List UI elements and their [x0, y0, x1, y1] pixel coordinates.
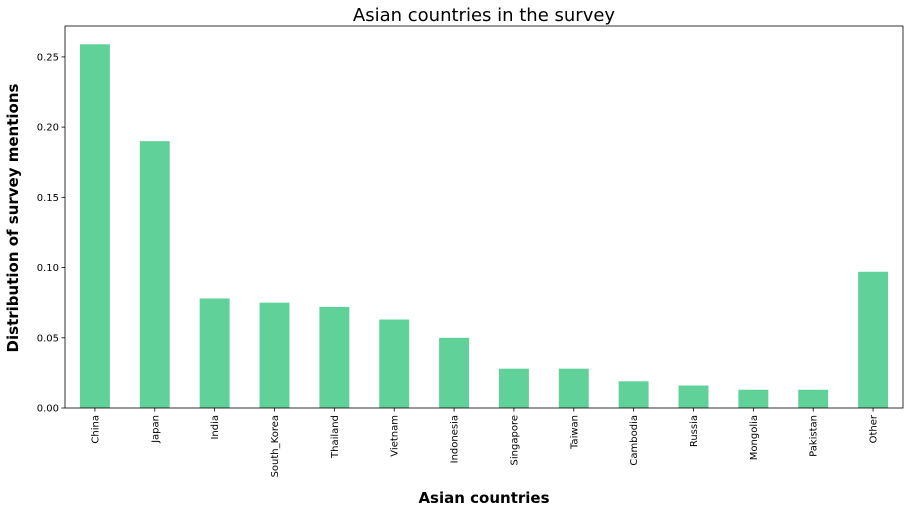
plot-frame — [64, 25, 904, 409]
bar-russia — [678, 385, 709, 408]
bar-pakistan — [798, 389, 829, 408]
y-axis: 0.00 0.05 0.10 0.15 0.20 0.25 — [37, 52, 65, 415]
bar-south-korea — [259, 302, 290, 408]
x-tick-label: China — [90, 415, 101, 444]
bar-singapore — [498, 368, 529, 408]
x-tick-label: Pakistan — [809, 415, 820, 457]
bar-india — [199, 298, 230, 408]
x-tick-label: Indonesia — [450, 415, 461, 463]
y-tick-label: 0.05 — [37, 333, 59, 344]
x-tick-label: Singapore — [509, 415, 520, 465]
bar-other — [858, 271, 889, 408]
x-tick-label: Mongolia — [749, 415, 760, 460]
x-tick-label: Cambodia — [629, 415, 640, 466]
x-tick-label: South_Korea — [270, 415, 281, 477]
x-axis-label: Asian countries — [418, 489, 549, 507]
y-tick-label: 0.10 — [37, 263, 59, 274]
x-tick-label: Russia — [689, 415, 700, 447]
bar-vietnam — [379, 319, 410, 408]
y-axis-label: Distribution of survey mentions — [4, 83, 22, 352]
x-tick-label: Vietnam — [390, 415, 401, 457]
x-tick-label: Japan — [150, 415, 161, 444]
x-axis: China Japan India South_Korea Thailand Vietna… — [90, 408, 880, 477]
y-tick-label: 0.00 — [37, 404, 59, 415]
x-tick-label: Other — [869, 414, 880, 443]
x-tick-label: Thailand — [330, 415, 341, 459]
bar-taiwan — [558, 368, 589, 408]
x-tick-label: India — [210, 415, 221, 440]
chart-title: Asian countries in the survey — [353, 5, 616, 26]
bar-indonesia — [439, 337, 470, 408]
y-tick-label: 0.20 — [37, 123, 59, 134]
bar-thailand — [319, 306, 350, 408]
bars-group — [79, 44, 889, 409]
y-tick-label: 0.25 — [37, 52, 59, 63]
bar-cambodia — [618, 381, 649, 408]
y-tick-label: 0.15 — [37, 193, 59, 204]
bar-japan — [139, 141, 170, 409]
bar-china — [79, 44, 110, 408]
x-tick-label: Taiwan — [569, 415, 580, 450]
bar-mongolia — [738, 389, 769, 408]
